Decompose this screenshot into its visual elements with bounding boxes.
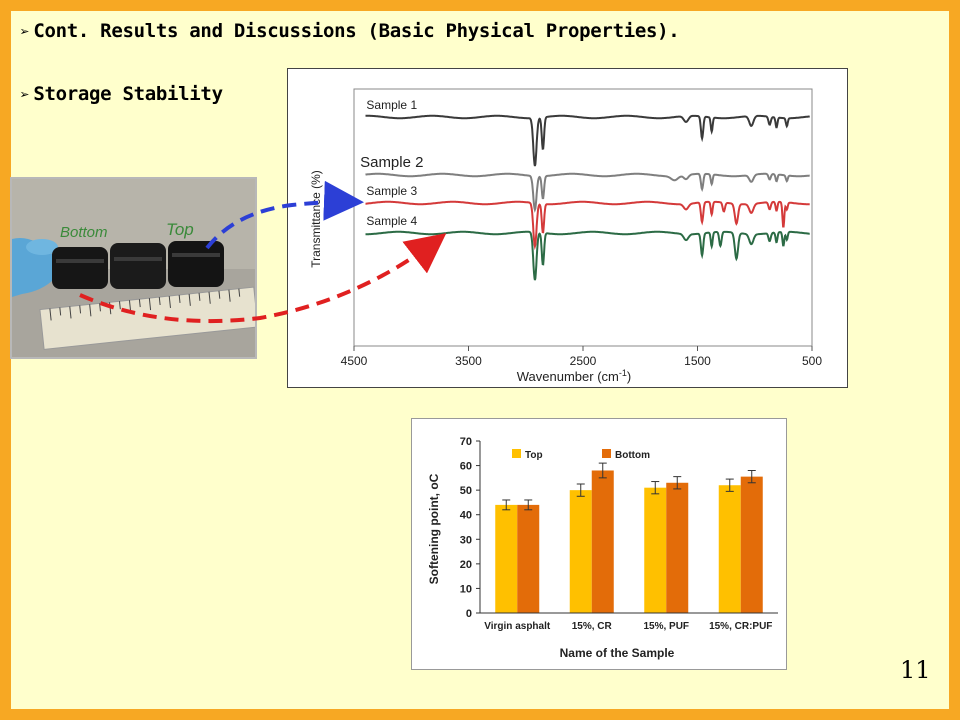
softening-point-chart: 0 10 20 30 40 50 60 70 Virgin asphalt 15%, CR 15%,… [411, 418, 787, 670]
bullet-results-text: Cont. Results and Discussions (Basic Phy… [33, 20, 680, 42]
bullet-results-heading: ➢ Cont. Results and Discussions (Basic Ph… [20, 20, 680, 42]
ftir-series-line [365, 172, 810, 213]
bullet-storage-heading: ➢ Storage Stability [20, 83, 223, 105]
arrow-bottom-to-sample4 [79, 233, 447, 324]
bullet-arrow-icon: ➢ [20, 22, 30, 41]
bar-top [569, 490, 592, 613]
ftir-series-label: Sample 1 [366, 98, 417, 112]
bar-x-axis-label: Name of the Sample [560, 646, 675, 660]
bar-y-tick-label: 60 [460, 461, 472, 473]
bar-y-axis-label: Softening point, oC [427, 473, 441, 584]
ftir-series-label: Sample 4 [366, 214, 417, 228]
bar-bottom [666, 482, 689, 613]
ftir-spectrum-chart: Sample 1 Sample 2 Sample 3 Sample 4 4500 350… [287, 68, 848, 388]
ftir-series-line [365, 200, 810, 251]
legend-swatch [602, 449, 611, 458]
bar-y-tick-label: 40 [460, 510, 472, 522]
ftir-y-axis-label: Transmittance (%) [309, 170, 323, 268]
bar-category-label: 15%, CR:PUF [709, 621, 772, 632]
ftir-tick-label: 2500 [570, 354, 597, 368]
photo-label-bottom: Bottom [60, 224, 108, 241]
bar-y-tick-label: 0 [466, 608, 472, 620]
bar-bottom [591, 470, 614, 613]
bar-y-tick-label: 50 [460, 485, 472, 497]
ftir-tick-label: 3500 [455, 354, 482, 368]
bar-top [495, 504, 518, 613]
bar-top [718, 485, 741, 613]
bar-category-label: 15%, CR [572, 621, 613, 632]
legend-swatch [512, 449, 521, 458]
bar-y-tick-label: 20 [460, 559, 472, 571]
bar-category-label: Virgin asphalt [484, 621, 551, 632]
bar-top [644, 487, 667, 613]
bar-bottom [740, 476, 763, 613]
ftir-series-line [365, 114, 810, 167]
legend-label: Bottom [615, 450, 650, 461]
bar-y-tick-label: 70 [460, 436, 472, 448]
sample-photo: Bottom Top [10, 177, 257, 359]
ftir-x-axis-label: Wavenumber (cm-1) [517, 368, 631, 384]
ftir-tick-label: 4500 [341, 354, 368, 368]
bullet-arrow-icon: ➢ [20, 85, 30, 104]
ftir-tick-label: 1500 [684, 354, 711, 368]
page-number: 11 [900, 656, 931, 684]
bar-y-tick-label: 10 [460, 583, 472, 595]
legend-label: Top [525, 450, 543, 461]
bar-bottom [517, 504, 540, 613]
bar-y-tick-label: 30 [460, 534, 472, 546]
photo-label-top: Top [166, 220, 194, 239]
bar-category-label: 15%, PUF [643, 621, 689, 632]
bullet-storage-text: Storage Stability [33, 83, 223, 105]
ftir-series-label: Sample 3 [366, 184, 417, 198]
ftir-tick-label: 500 [802, 354, 822, 368]
arrow-top-to-sample3 [205, 180, 364, 250]
ftir-series-label: Sample 2 [360, 154, 423, 171]
